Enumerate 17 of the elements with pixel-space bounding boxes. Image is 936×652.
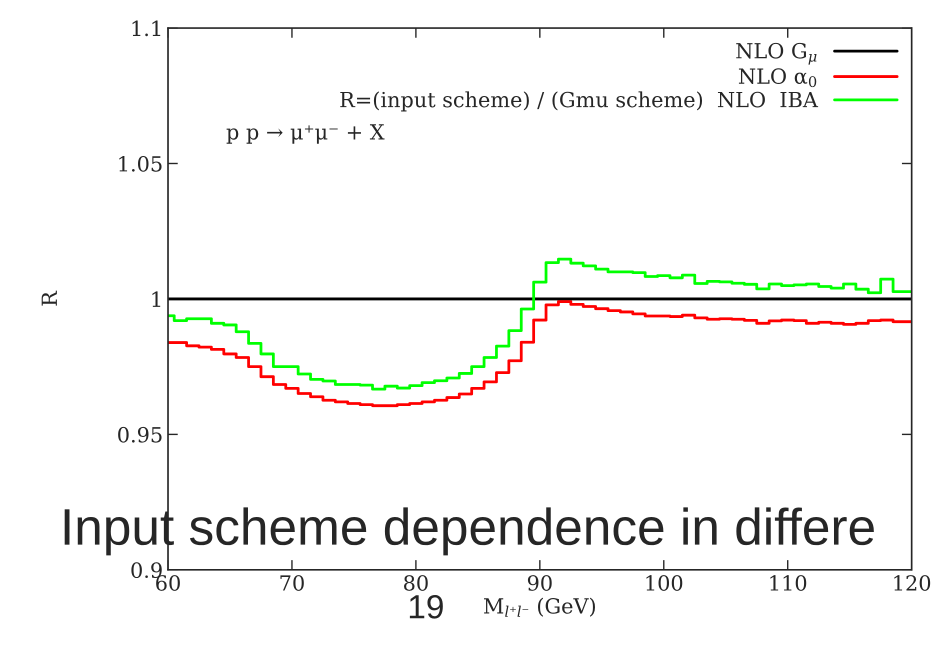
x-tick-label: 90	[528, 575, 552, 591]
y-axis-title: R	[42, 290, 57, 306]
x-tick-label: 120	[894, 575, 930, 591]
y-tick-label: 1.1	[132, 20, 160, 36]
y-tick-label: 1	[152, 291, 160, 307]
legend-label: R=(input scheme) / (Gmu scheme) NLO IBA	[340, 91, 818, 112]
y-tick-label: 0.95	[118, 426, 162, 443]
x-tick-label: 110	[770, 575, 806, 591]
x-axis-title: M$_{l⁺l⁻}$ (GeV)	[484, 598, 595, 617]
x-tick-label: 100	[646, 575, 682, 591]
x-tick-label: 70	[280, 575, 304, 591]
text: 19	[410, 594, 443, 619]
legend-label: NLO G$_{μ}$	[736, 42, 817, 65]
legend-label: NLO α$_{0}$	[738, 68, 816, 88]
y-tick-label: 1.05	[119, 156, 162, 172]
x-tick-label: 80	[404, 575, 428, 591]
annotation: p p → μ⁺μ⁻ + X	[226, 124, 385, 144]
